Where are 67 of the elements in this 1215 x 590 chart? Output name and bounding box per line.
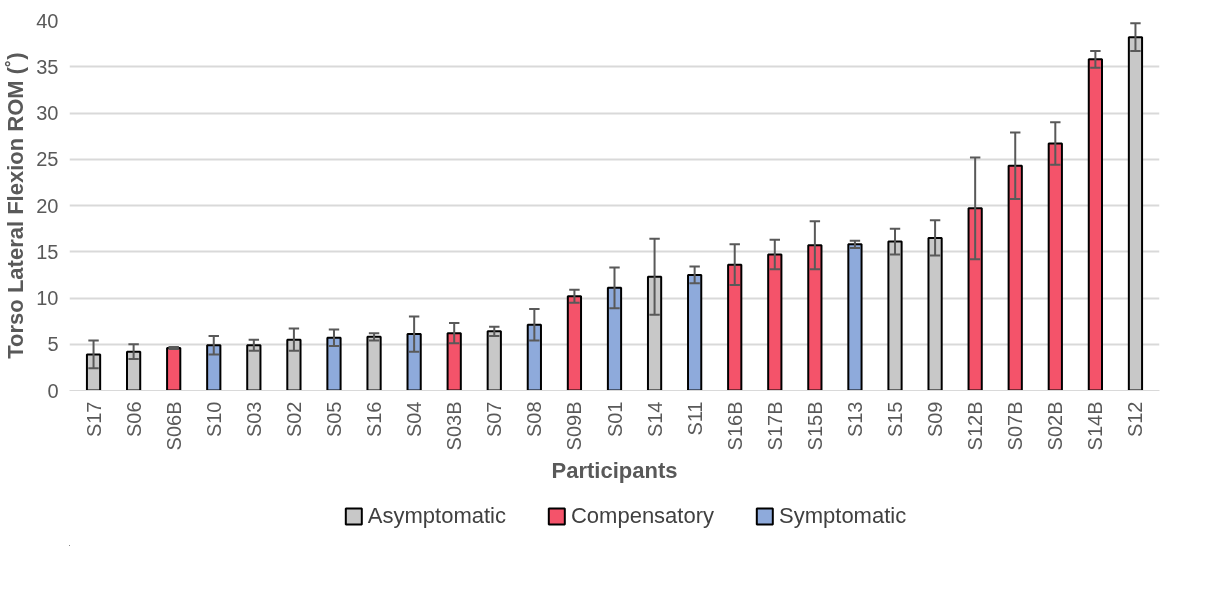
- bar: [887, 240, 903, 391]
- bar: [1127, 36, 1144, 391]
- y-tick-label: 30: [36, 102, 59, 124]
- bar: [286, 338, 302, 391]
- legend-label: Compensatory: [570, 503, 715, 529]
- bar: [406, 333, 422, 391]
- x-tick-label: S08: [523, 401, 546, 438]
- bar: [967, 207, 983, 391]
- bar: [206, 344, 222, 391]
- x-tick-label: S10: [202, 401, 225, 438]
- bar: [126, 350, 142, 391]
- bar: [486, 330, 502, 391]
- bar: [807, 244, 823, 391]
- x-tick-label: S04: [403, 401, 426, 438]
- x-tick-label: S13: [843, 401, 866, 438]
- bar: [646, 275, 663, 391]
- x-tick-label: S02B: [1044, 401, 1067, 451]
- x-tick-label: S17: [82, 401, 105, 438]
- bar: [246, 344, 262, 391]
- bar: [927, 236, 943, 391]
- x-tick-label: S03: [242, 401, 265, 438]
- x-tick-label: S16: [363, 401, 386, 438]
- bar: [166, 346, 182, 391]
- bar: [1047, 142, 1063, 391]
- x-tick-label: S06: [122, 401, 145, 438]
- bar: [1087, 58, 1103, 391]
- x-tick-label: S01: [603, 401, 626, 438]
- y-axis-title: Torso Lateral Flexion ROM (˚): [3, 52, 29, 359]
- y-tick-label: 15: [36, 240, 59, 263]
- legend-label: Symptomatic: [779, 503, 907, 529]
- x-tick-label: S09: [924, 401, 947, 438]
- bar: [366, 335, 382, 391]
- x-tick-label: S15B: [803, 401, 826, 451]
- bar: [326, 336, 342, 391]
- y-tick-label: 0: [47, 379, 59, 402]
- x-tick-label: S06B: [162, 401, 185, 451]
- x-tick-label: S12B: [964, 401, 987, 451]
- bar: [566, 295, 583, 391]
- x-tick-label: S16B: [723, 401, 746, 451]
- x-tick-label: S14B: [1084, 401, 1107, 451]
- x-tick-label: S17B: [763, 401, 786, 451]
- x-tick-label: S02: [282, 401, 305, 438]
- y-tick-label: 25: [36, 148, 59, 171]
- x-tick-label: S07B: [1004, 401, 1027, 451]
- y-tick-label: 40: [36, 9, 59, 32]
- y-tick-label: 35: [36, 55, 59, 78]
- x-tick-label: S11: [683, 401, 706, 436]
- bar: [606, 286, 623, 391]
- bar: [767, 253, 783, 391]
- bar: [1007, 164, 1023, 391]
- x-tick-label: S09B: [563, 401, 586, 451]
- y-tick-label: 20: [36, 194, 59, 217]
- x-tick-label: S12: [1124, 401, 1147, 438]
- bar: [526, 323, 542, 391]
- bar: [687, 273, 703, 391]
- x-tick-label: S03B: [443, 401, 466, 451]
- bar: [847, 243, 863, 391]
- x-tick-label: S05: [322, 401, 345, 438]
- x-axis-title: Participants: [551, 458, 678, 484]
- x-tick-label: S15: [884, 401, 907, 438]
- x-tick-label: S14: [643, 401, 666, 438]
- y-tick-label: 10: [36, 287, 59, 309]
- legend-label: Asymptomatic: [367, 503, 506, 529]
- y-tick-label: 5: [47, 333, 59, 356]
- bar: [446, 332, 462, 391]
- bar: [727, 263, 743, 391]
- x-tick-label: S07: [483, 401, 506, 438]
